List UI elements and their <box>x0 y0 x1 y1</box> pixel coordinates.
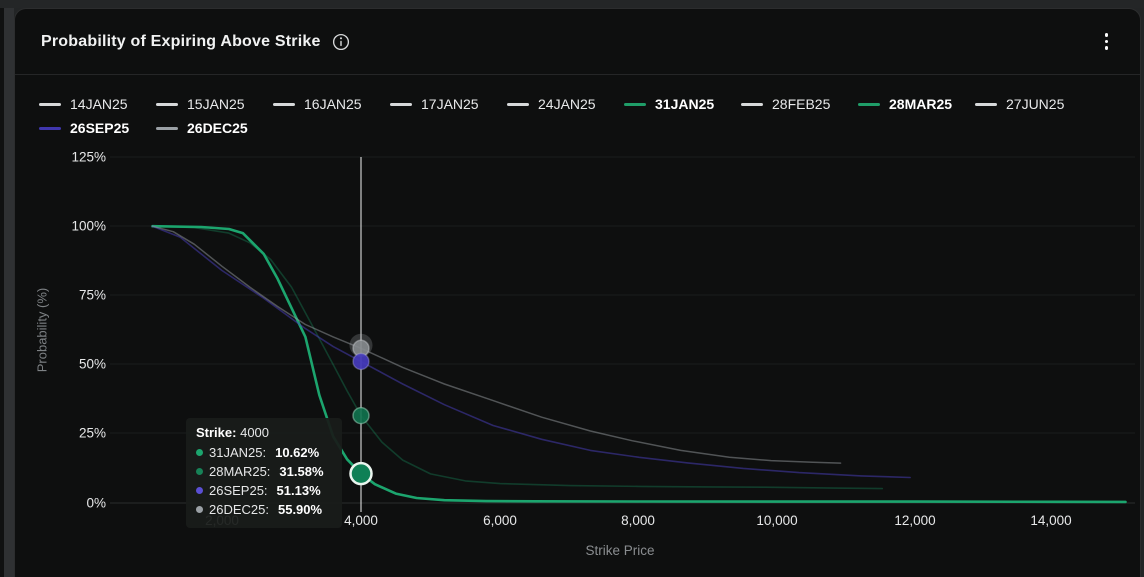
tooltip-series-label: 26DEC25: <box>209 502 269 517</box>
legend-item-24JAN25[interactable]: 24JAN25 <box>507 95 624 113</box>
tooltip-series-value: 55.90% <box>277 502 323 517</box>
card-header: Probability of Expiring Above Strike <box>15 9 1140 75</box>
legend-label: 28FEB25 <box>772 96 831 112</box>
legend-swatch <box>39 102 61 106</box>
legend-label: 27JUN25 <box>1006 96 1065 112</box>
tooltip-series-value: 10.62% <box>275 445 320 460</box>
legend-swatch <box>624 102 646 106</box>
legend-item-14JAN25[interactable]: 14JAN25 <box>39 95 156 113</box>
more-options-icon[interactable] <box>1099 29 1115 54</box>
chart-tooltip: Strike: 4000 31JAN25: 10.62% 28MAR25: 31.58… <box>186 418 342 528</box>
legend-label: 17JAN25 <box>421 96 479 112</box>
tooltip-series-dot <box>196 449 203 456</box>
legend-swatch <box>39 126 61 130</box>
info-icon[interactable] <box>332 33 350 51</box>
legend-swatch <box>390 102 412 106</box>
tooltip-series-label: 26SEP25: <box>209 483 268 498</box>
series-line-26DEC25 <box>151 225 842 464</box>
outer-background-left <box>4 0 14 577</box>
legend-label: 15JAN25 <box>187 96 245 112</box>
tooltip-row: 26DEC25: 55.90% <box>196 500 332 519</box>
tooltip-series-dot <box>196 506 203 513</box>
tooltip-series-dot <box>196 468 203 475</box>
series-line-28MAR25 <box>151 225 884 490</box>
legend-swatch <box>273 102 295 106</box>
legend-item-31JAN25[interactable]: 31JAN25 <box>624 95 741 113</box>
legend-swatch <box>975 102 997 106</box>
legend-item-17JAN25[interactable]: 17JAN25 <box>390 95 507 113</box>
legend: 14JAN25 15JAN25 16JAN25 17JAN25 24JAN25 31JAN… <box>15 75 1140 137</box>
tooltip-series-label: 31JAN25: <box>209 445 267 460</box>
legend-item-27JUN25[interactable]: 27JUN25 <box>975 95 1092 113</box>
marker-28MAR25 <box>352 406 370 425</box>
tooltip-row: 31JAN25: 10.62% <box>196 443 332 462</box>
legend-swatch <box>156 102 178 106</box>
tooltip-series-label: 28MAR25: <box>209 464 271 479</box>
outer-edge <box>0 0 4 577</box>
legend-label: 28MAR25 <box>889 96 953 112</box>
legend-label: 14JAN25 <box>70 96 128 112</box>
legend-swatch <box>741 102 763 106</box>
tooltip-series-value: 31.58% <box>279 464 324 479</box>
legend-label: 16JAN25 <box>304 96 362 112</box>
legend-label: 24JAN25 <box>538 96 596 112</box>
tooltip-series-dot <box>196 487 203 494</box>
marker-31JAN25 <box>349 461 373 486</box>
legend-item-26SEP25[interactable]: 26SEP25 <box>39 119 156 137</box>
legend-label: 26DEC25 <box>187 120 248 136</box>
legend-item-26DEC25[interactable]: 26DEC25 <box>156 119 273 137</box>
tooltip-row: 26SEP25: 51.13% <box>196 481 332 500</box>
outer-background-top <box>0 0 1144 8</box>
series-line-26SEP25 <box>151 225 911 479</box>
legend-swatch <box>507 102 529 106</box>
legend-item-28MAR25[interactable]: 28MAR25 <box>858 95 975 113</box>
legend-item-16JAN25[interactable]: 16JAN25 <box>273 95 390 113</box>
tooltip-series-value: 51.13% <box>276 483 321 498</box>
legend-swatch <box>858 102 880 106</box>
legend-label: 26SEP25 <box>70 120 130 136</box>
tooltip-strike: Strike: 4000 <box>196 425 270 440</box>
chart-title: Probability of Expiring Above Strike <box>41 32 321 50</box>
legend-swatch <box>156 126 178 130</box>
legend-item-15JAN25[interactable]: 15JAN25 <box>156 95 273 113</box>
marker-26SEP25 <box>352 352 370 371</box>
legend-label: 31JAN25 <box>655 96 715 112</box>
tooltip-row: 28MAR25: 31.58% <box>196 462 332 481</box>
legend-item-28FEB25[interactable]: 28FEB25 <box>741 95 858 113</box>
